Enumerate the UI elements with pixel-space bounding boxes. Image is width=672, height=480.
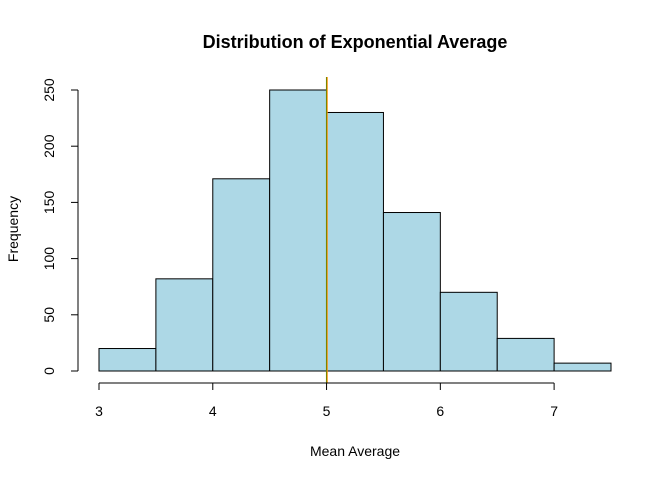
y-tick-label-3: 150 bbox=[41, 191, 57, 215]
x-tick-label-4: 7 bbox=[550, 403, 558, 419]
reference-lines bbox=[325, 77, 328, 383]
y-tick-label-0: 0 bbox=[41, 367, 57, 375]
histogram-bar-7 bbox=[496, 337, 555, 372]
x-tick-label-3: 6 bbox=[436, 403, 444, 419]
x-axis: 3 4 5 6 7 bbox=[95, 382, 558, 419]
y-tick-label-5: 250 bbox=[41, 78, 57, 102]
histogram-bar-3 bbox=[269, 89, 328, 372]
histogram-bar-8 bbox=[553, 362, 612, 372]
x-tick-label-1: 4 bbox=[209, 403, 217, 419]
y-axis: 0 50 100 150 200 250 bbox=[41, 78, 79, 375]
bars-group bbox=[98, 89, 612, 372]
y-tick-label-2: 100 bbox=[41, 247, 57, 271]
y-tick-label-4: 200 bbox=[41, 134, 57, 158]
chart-title: Distribution of Exponential Average bbox=[203, 32, 508, 52]
y-axis-label: Frequency bbox=[5, 196, 21, 262]
histogram-bar-6 bbox=[439, 291, 498, 372]
y-tick-label-1: 50 bbox=[41, 307, 57, 323]
histogram-bar-0 bbox=[98, 348, 157, 372]
histogram-bar-5 bbox=[382, 212, 441, 372]
histogram-bar-1 bbox=[155, 278, 214, 372]
histogram-bar-4 bbox=[326, 111, 384, 372]
x-axis-label: Mean Average bbox=[310, 443, 400, 459]
histogram-bar-2 bbox=[212, 178, 271, 372]
x-tick-label-0: 3 bbox=[95, 403, 103, 419]
x-tick-label-2: 5 bbox=[323, 403, 331, 419]
